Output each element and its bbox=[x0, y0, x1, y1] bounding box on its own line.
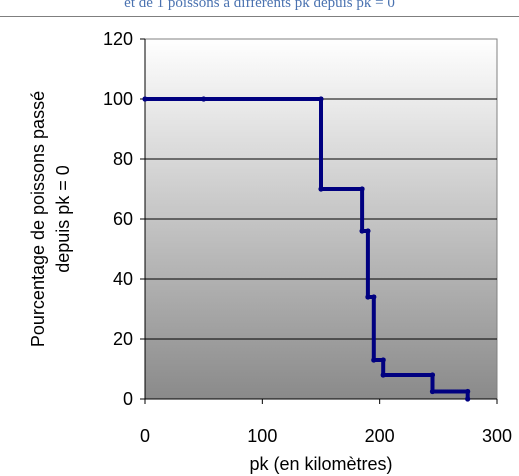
y-axis-label-line-2: depuis pk = 0 bbox=[53, 165, 73, 273]
axes bbox=[140, 38, 498, 404]
y-tick-label: 100 bbox=[103, 89, 133, 109]
data-point bbox=[429, 372, 436, 378]
data-point bbox=[365, 228, 371, 234]
y-tick-label: 20 bbox=[113, 329, 133, 349]
y-tick-label: 60 bbox=[113, 209, 133, 229]
data-point bbox=[371, 357, 377, 363]
y-tick-label: 80 bbox=[113, 149, 133, 169]
data-point bbox=[142, 96, 148, 102]
x-axis-label: pk (en kilomètres) bbox=[249, 454, 392, 474]
x-tick-label: 0 bbox=[140, 426, 150, 446]
data-point bbox=[359, 186, 365, 192]
data-point bbox=[371, 294, 377, 300]
series-line bbox=[145, 97, 470, 399]
top-caption: et de 1 poissons à différents pk depuis … bbox=[124, 0, 395, 11]
y-tick-label: 40 bbox=[113, 269, 133, 289]
data-point bbox=[365, 294, 371, 300]
data-point bbox=[201, 96, 207, 102]
top-rule bbox=[0, 16, 519, 17]
data-point bbox=[318, 96, 324, 102]
data-point bbox=[465, 396, 471, 402]
series-group bbox=[142, 96, 471, 402]
x-tick-label: 200 bbox=[365, 426, 395, 446]
data-point bbox=[380, 372, 386, 378]
x-tick-label: 100 bbox=[247, 426, 277, 446]
data-point bbox=[359, 228, 365, 234]
y-axis-label-line-1: Pourcentage de poissons passé bbox=[28, 91, 48, 347]
y-tick-label: 120 bbox=[103, 29, 133, 49]
data-point bbox=[380, 357, 386, 363]
x-tick-labels: 0 100 200 300 bbox=[140, 426, 512, 446]
x-tick-label: 300 bbox=[482, 426, 512, 446]
y-tick-labels: 0 20 40 60 80 100 120 bbox=[103, 29, 133, 409]
y-tick-label: 0 bbox=[123, 389, 133, 409]
data-point bbox=[465, 388, 471, 395]
data-point bbox=[318, 186, 324, 192]
data-point bbox=[429, 388, 436, 395]
